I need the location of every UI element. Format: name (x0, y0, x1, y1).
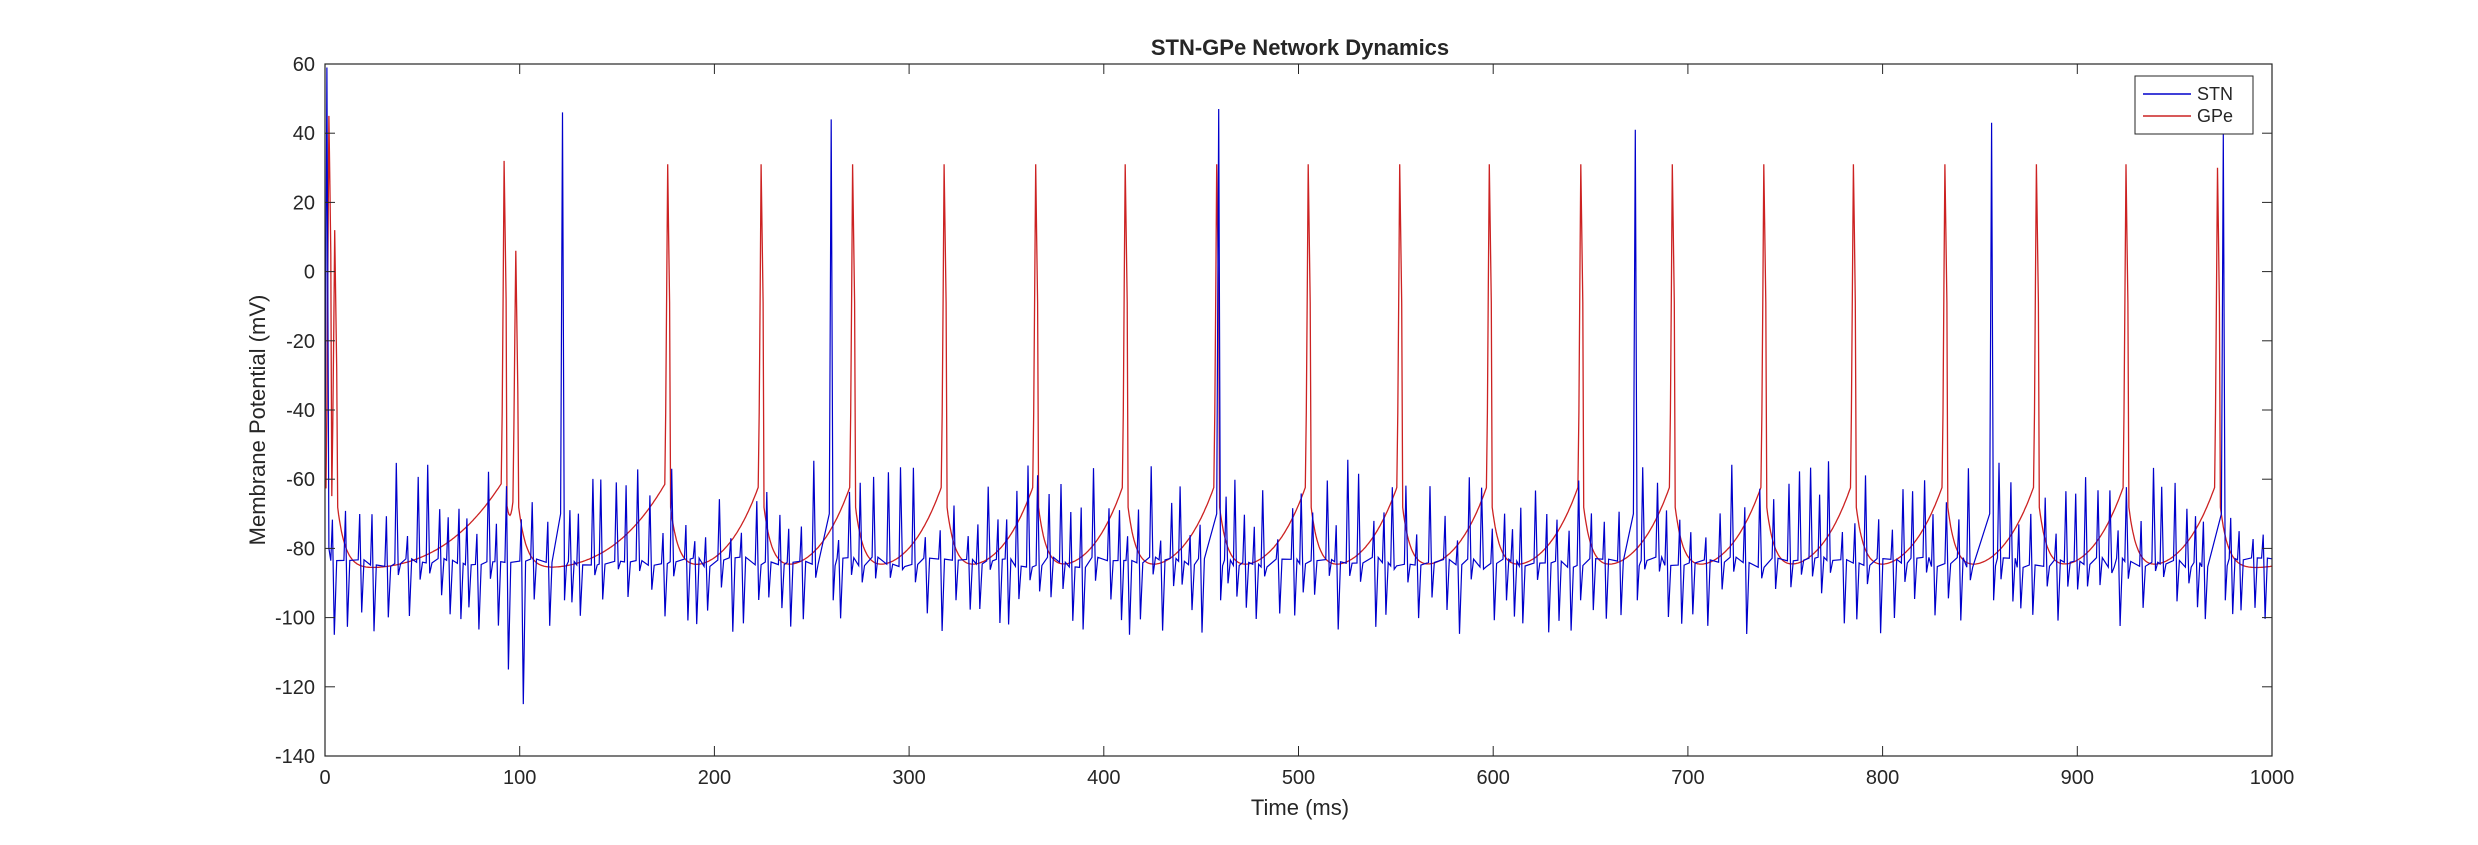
y-tick-label: 20 (293, 192, 315, 214)
x-tick-label: 300 (892, 767, 925, 789)
x-tick-label: 200 (698, 767, 731, 789)
x-tick-label: 1000 (2250, 767, 2295, 789)
y-tick-label: -60 (286, 469, 315, 491)
legend-label-stn: STN (2197, 84, 2233, 104)
series-layer (325, 67, 2272, 705)
x-tick-label: 0 (319, 767, 330, 789)
series-stn-line (325, 67, 2272, 705)
y-tick-label: -140 (275, 746, 315, 768)
x-tick-label: 100 (503, 767, 536, 789)
x-tick-label: 600 (1477, 767, 1510, 789)
y-axis-label: Membrane Potential (mV) (245, 295, 270, 546)
legend-label-gpe: GPe (2197, 106, 2233, 126)
chart-title: STN-GPe Network Dynamics (1151, 35, 1449, 60)
x-axis-label: Time (ms) (1251, 795, 1349, 820)
x-tick-label: 900 (2061, 767, 2094, 789)
y-tick-label: -120 (275, 677, 315, 699)
x-tick-label: 700 (1671, 767, 1704, 789)
x-tick-label: 800 (1866, 767, 1899, 789)
x-tick-label: 500 (1282, 767, 1315, 789)
y-tick-label: -80 (286, 538, 315, 560)
x-tick-label: 400 (1087, 767, 1120, 789)
y-tick-label: 40 (293, 123, 315, 145)
axes: 0 100 200 300 400 500 600 700 800 900 1000-140-120… (275, 54, 2294, 789)
plot-frame (324, 63, 2273, 757)
y-tick-label: -20 (286, 331, 315, 353)
y-tick-label: -40 (286, 400, 315, 422)
y-tick-label: 0 (304, 262, 315, 284)
legend-box (2134, 75, 2254, 135)
y-tick-label: 60 (293, 54, 315, 76)
y-tick-label: -100 (275, 608, 315, 630)
